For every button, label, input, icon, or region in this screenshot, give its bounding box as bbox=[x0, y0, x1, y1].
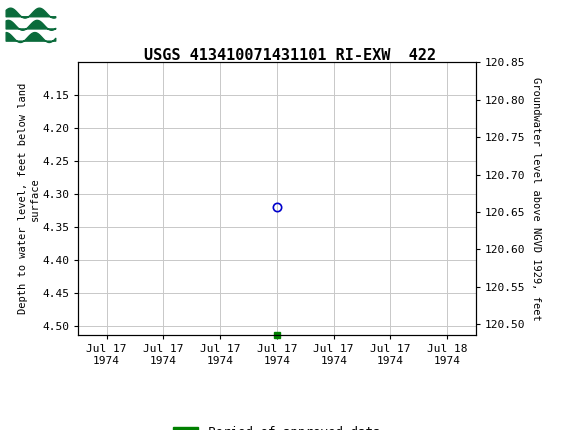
Y-axis label: Depth to water level, feet below land
surface: Depth to water level, feet below land su… bbox=[18, 83, 39, 314]
Legend: Period of approved data: Period of approved data bbox=[168, 421, 386, 430]
Text: USGS 413410071431101 RI-EXW  422: USGS 413410071431101 RI-EXW 422 bbox=[144, 48, 436, 62]
Text: USGS: USGS bbox=[67, 14, 126, 33]
Y-axis label: Groundwater level above NGVD 1929, feet: Groundwater level above NGVD 1929, feet bbox=[531, 77, 541, 321]
